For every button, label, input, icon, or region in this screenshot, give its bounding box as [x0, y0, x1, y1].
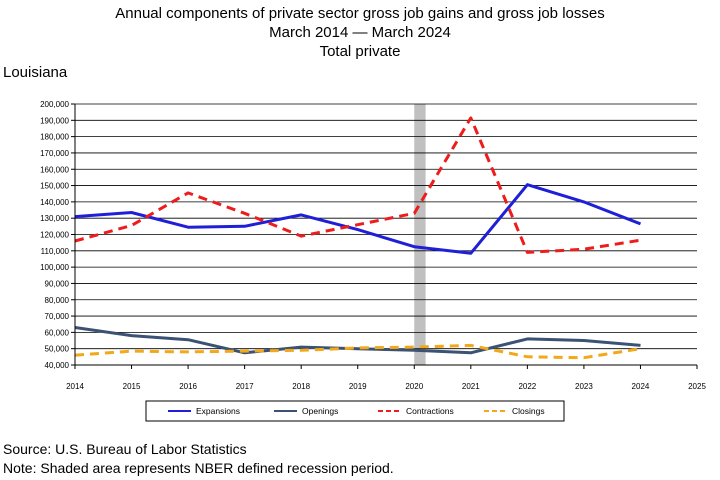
legend-label-contractions: Contractions [406, 406, 454, 416]
y-tick-label: 100,000 [40, 263, 69, 272]
y-tick-label: 70,000 [45, 312, 70, 321]
source-note: Source: U.S. Bureau of Labor Statistics [3, 441, 247, 457]
y-tick-label: 120,000 [40, 231, 69, 240]
chart-title: Annual components of private sector gros… [115, 5, 605, 22]
y-tick-label: 140,000 [40, 198, 69, 207]
y-tick-label: 110,000 [41, 247, 70, 256]
chart-subtitle-industry: Total private [319, 43, 401, 60]
y-tick-label: 170,000 [40, 149, 69, 158]
y-tick-label: 200,000 [40, 100, 69, 109]
x-tick-label: 2022 [518, 382, 536, 391]
x-tick-label: 2021 [462, 382, 480, 391]
legend-label-openings: Openings [302, 406, 338, 416]
series-line-openings [74, 326, 641, 355]
recession-note: Note: Shaded area represents NBER define… [3, 460, 394, 476]
y-tick-label: 90,000 [45, 279, 70, 288]
x-tick-label: 2015 [123, 382, 141, 391]
chart-subtitle-period: March 2014 — March 2024 [269, 24, 451, 41]
y-tick-label: 50,000 [45, 345, 70, 354]
legend-label-closings: Closings [512, 406, 545, 416]
x-tick-label: 2019 [349, 382, 367, 391]
x-tick-label: 2025 [688, 382, 706, 391]
series-line-expansions [74, 183, 642, 255]
legend-box [145, 400, 565, 422]
x-tick-label: 2020 [405, 382, 423, 391]
y-tick-label: 40,000 [45, 361, 70, 370]
legend-label-expansions: Expansions [196, 406, 240, 416]
series-line-contractions [74, 116, 641, 254]
x-tick-label: 2016 [179, 382, 197, 391]
y-tick-label: 60,000 [45, 328, 70, 337]
x-tick-label: 2017 [236, 382, 254, 391]
series-line-closings [74, 343, 641, 360]
x-tick-label: 2018 [292, 382, 310, 391]
y-tick-label: 150,000 [40, 182, 69, 191]
y-tick-label: 180,000 [40, 133, 69, 142]
x-tick-label: 2014 [66, 382, 84, 391]
y-tick-label: 80,000 [45, 296, 70, 305]
x-tick-label: 2024 [632, 382, 650, 391]
x-tick-label: 2023 [575, 382, 593, 391]
y-tick-label: 130,000 [40, 214, 69, 223]
y-tick-label: 190,000 [40, 116, 69, 125]
state-label: Louisiana [3, 64, 68, 81]
y-tick-label: 160,000 [40, 165, 69, 174]
